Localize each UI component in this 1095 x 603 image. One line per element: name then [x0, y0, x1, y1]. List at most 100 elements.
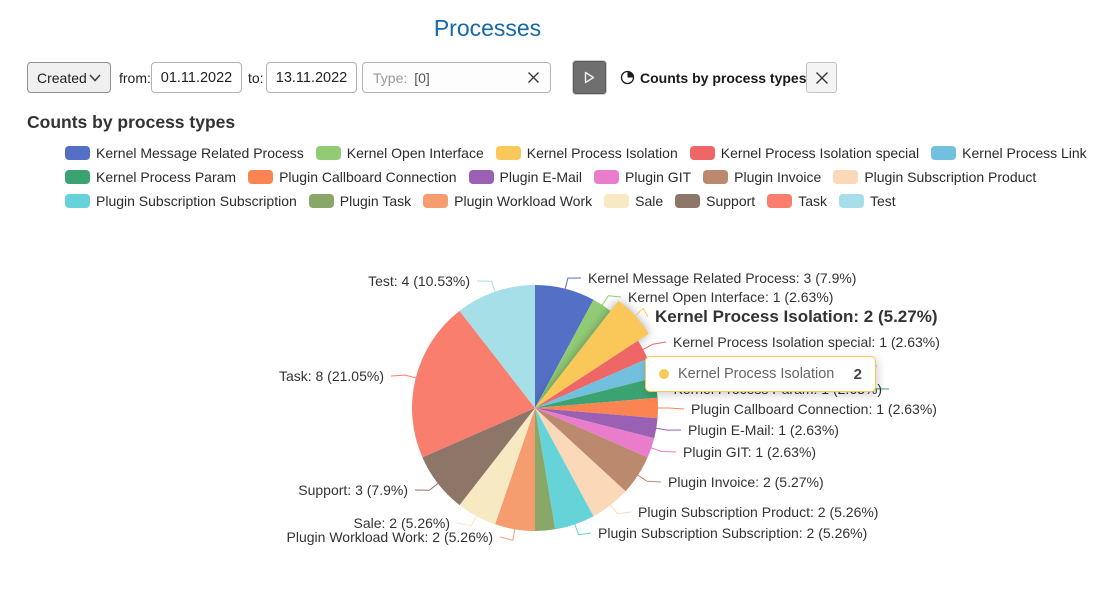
- clear-type-filter-icon[interactable]: [527, 71, 540, 84]
- legend-swatch: [423, 194, 449, 208]
- pie-label-plugin-workload-work: Plugin Workload Work: 2 (5.26%): [286, 529, 493, 545]
- pie-label-kernel-process-isolation-special: Kernel Process Isolation special: 1 (2.6…: [673, 334, 940, 350]
- tooltip-label: Kernel Process Isolation: [678, 366, 835, 382]
- legend-label: Kernel Process Isolation special: [720, 145, 920, 161]
- label-leader-line: [609, 503, 632, 515]
- legend-swatch: [833, 170, 859, 184]
- run-button[interactable]: [573, 61, 606, 94]
- legend-item-plugin-subscription-product[interactable]: Plugin Subscription Product: [833, 169, 1036, 185]
- chart-toggle-label: Counts by process types: [640, 69, 807, 86]
- legend-item-plugin-git[interactable]: Plugin GIT: [594, 169, 691, 185]
- legend-swatch: [604, 194, 630, 208]
- legend-label: Kernel Open Interface: [346, 145, 484, 161]
- legend-swatch: [838, 194, 864, 208]
- legend-label: Plugin Workload Work: [454, 193, 593, 209]
- pie-slice-plugin-callboard-connection[interactable]: [535, 397, 659, 419]
- chart-legend: Kernel Message Related Process Kernel Ope…: [65, 141, 1095, 213]
- pie-slice-test[interactable]: [459, 285, 536, 408]
- legend-item-plugin-subscription-subscription[interactable]: Plugin Subscription Subscription: [65, 193, 297, 209]
- legend-swatch: [703, 170, 729, 184]
- type-filter-input[interactable]: Type: [0]: [362, 62, 551, 93]
- pie-slice-sale[interactable]: [459, 408, 536, 525]
- legend-item-plugin-workload-work[interactable]: Plugin Workload Work: [423, 193, 592, 209]
- pie-label-kernel-process-link: Kernel Process Link: 1 (2.63%): [677, 358, 870, 374]
- date-field-select[interactable]: Created: [27, 62, 111, 93]
- pie-label-kernel-process-param: Kernel Process Param: 1 (2.63%): [673, 381, 882, 397]
- pie-slice-plugin-workload-work[interactable]: [495, 408, 535, 531]
- pie-slice-kernel-process-isolation-special[interactable]: [535, 340, 648, 408]
- pie-slice-plugin-subscription-subscription[interactable]: [535, 408, 594, 530]
- from-date-input[interactable]: [151, 62, 242, 93]
- legend-label: Sale: [635, 193, 664, 209]
- pie-slice-plugin-subscription-product[interactable]: [535, 408, 626, 517]
- legend-item-kernel-process-param[interactable]: Kernel Process Param: [65, 169, 236, 185]
- pie-slice-kernel-process-param[interactable]: [535, 377, 658, 408]
- pie-slice-kernel-message-related-process[interactable]: [535, 285, 594, 408]
- legend-item-plugin-task[interactable]: Plugin Task: [308, 193, 411, 209]
- toolbar: Created from: to: Type: [0] Count: [0, 61, 1095, 94]
- pie-label-support: Support: 3 (7.9%): [298, 482, 408, 498]
- legend-label: Plugin Callboard Connection: [279, 169, 457, 185]
- pie-label-plugin-subscription-product: Plugin Subscription Product: 2 (5.26%): [638, 504, 879, 520]
- label-leader-line: [650, 363, 878, 369]
- pie-slice-support[interactable]: [422, 408, 535, 506]
- date-field-select-value: Created: [37, 69, 87, 86]
- pie-slice-kernel-process-isolation[interactable]: [535, 300, 649, 408]
- legend-item-sale[interactable]: Sale: [604, 193, 663, 209]
- legend-label: Plugin Subscription Subscription: [96, 193, 297, 209]
- legend-row: Kernel Process Param Plugin Callboard Con…: [65, 165, 1095, 189]
- pie-label-plugin-callboard-connection: Plugin Callboard Connection: 1 (2.63%): [691, 401, 937, 417]
- legend-label: Test: [869, 193, 896, 209]
- label-leader-line: [456, 515, 478, 527]
- type-filter-label: Type:: [373, 69, 408, 86]
- pie-label-test: Test: 4 (10.53%): [368, 273, 470, 289]
- label-leader-line: [650, 447, 677, 453]
- type-filter-value: [0]: [414, 69, 430, 86]
- legend-item-test[interactable]: Test: [838, 193, 896, 209]
- label-leader-line: [636, 474, 662, 483]
- legend-swatch: [308, 194, 334, 208]
- legend-item-kernel-open-interface[interactable]: Kernel Open Interface: [315, 145, 484, 161]
- pie-label-plugin-git: Plugin GIT: 1 (2.63%): [683, 444, 817, 460]
- pie-slice-task[interactable]: [412, 310, 535, 458]
- legend-item-kernel-process-isolation-special[interactable]: Kernel Process Isolation special: [689, 145, 920, 161]
- legend-swatch: [675, 194, 701, 208]
- pie-label-plugin-subscription-subscription: Plugin Subscription Subscription: 2 (5.2…: [598, 525, 868, 541]
- to-label: to:: [248, 69, 264, 86]
- legend-swatch: [594, 170, 619, 184]
- legend-label: Kernel Process Isolation: [526, 145, 678, 161]
- label-leader-line: [633, 307, 649, 318]
- legend-item-plugin-callboard-connection[interactable]: Plugin Callboard Connection: [248, 169, 457, 185]
- pie-slice-plugin-task[interactable]: [535, 408, 556, 531]
- tooltip-value: 2: [853, 365, 862, 383]
- legend-item-plugin-invoice[interactable]: Plugin Invoice: [703, 169, 821, 185]
- close-chart-button[interactable]: [806, 62, 837, 93]
- legend-item-kernel-message-related-process[interactable]: Kernel Message Related Process: [65, 145, 304, 161]
- legend-swatch: [931, 146, 957, 160]
- pie-slice-plugin-e-mail[interactable]: [535, 408, 658, 439]
- legend-item-support[interactable]: Support: [675, 193, 755, 209]
- pie-label-kernel-message-related-process: Kernel Message Related Process: 3 (7.9%): [588, 270, 857, 286]
- legend-swatch: [65, 146, 90, 160]
- pie-slice-plugin-invoice[interactable]: [535, 408, 648, 492]
- legend-item-plugin-e-mail[interactable]: Plugin E-Mail: [468, 169, 582, 185]
- pie-label-kernel-process-isolation: Kernel Process Isolation: 2 (5.27%): [655, 307, 938, 326]
- pie-label-kernel-open-interface: Kernel Open Interface: 1 (2.63%): [628, 289, 834, 305]
- pie-slice-kernel-process-link[interactable]: [535, 358, 655, 408]
- legend-item-kernel-process-link[interactable]: Kernel Process Link: [931, 145, 1087, 161]
- legend-label: Kernel Process Link: [962, 145, 1087, 161]
- to-date-input[interactable]: [266, 62, 357, 93]
- legend-item-task[interactable]: Task: [767, 193, 827, 209]
- section-heading: Counts by process types: [27, 112, 236, 132]
- legend-item-kernel-process-isolation[interactable]: Kernel Process Isolation: [495, 145, 678, 161]
- label-leader-line: [564, 277, 582, 290]
- pie-slice-plugin-git[interactable]: [535, 408, 655, 458]
- legend-swatch: [495, 146, 521, 160]
- pie-slice-kernel-open-interface[interactable]: [535, 299, 611, 408]
- label-leader-line: [655, 427, 682, 431]
- legend-swatch: [65, 194, 90, 208]
- pie-label-sale: Sale: 2 (5.26%): [353, 515, 451, 531]
- legend-swatch: [767, 194, 793, 208]
- legend-label: Kernel Process Param: [96, 169, 237, 185]
